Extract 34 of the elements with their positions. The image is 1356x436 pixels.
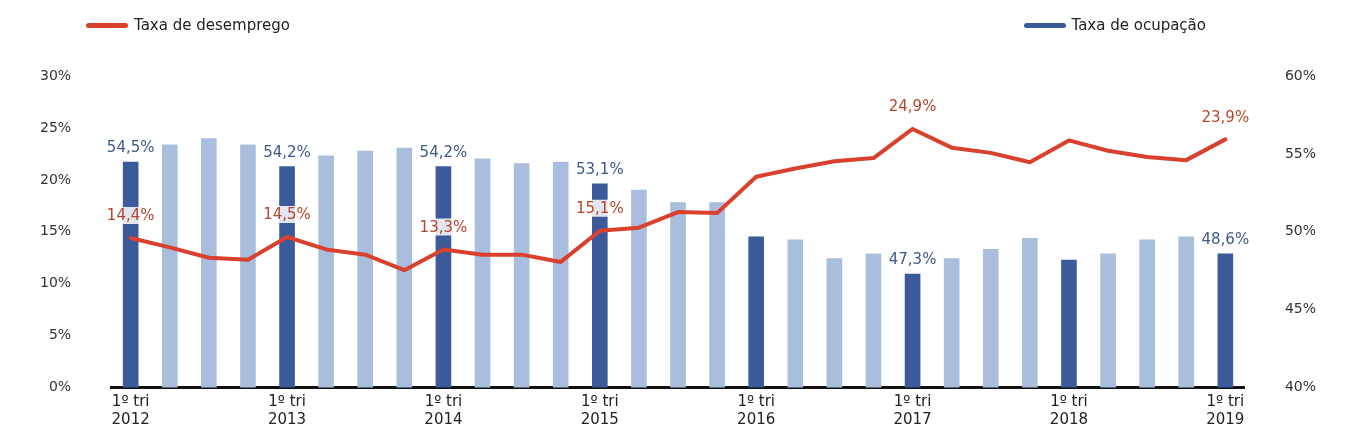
data-label: 14,4% [106,206,155,225]
y-tick-label: 5% [48,326,72,343]
x-tick-label: 1º tri 2014 [424,392,463,429]
x-tick-label: 1º tri 2012 [111,392,150,429]
y2-tick-label: 55% [1284,144,1317,161]
data-label: 13,3% [419,217,468,236]
x-tick-label: 1º tri 2018 [1049,392,1089,429]
y-tick-label: 15% [39,222,72,239]
data-label: 23,9% [1201,107,1250,126]
legend-label: Taxa de desemprego [134,16,290,34]
data-label: 24,9% [888,97,937,116]
y2-tick-label: 50% [1284,222,1317,239]
x-tick-label: 1º tri 2015 [580,392,619,429]
y-tick-label: 30% [39,66,72,83]
data-label: 15,1% [575,199,624,218]
data-label: 54,2% [419,142,468,161]
x-tick-label: 1º tri 2017 [893,392,932,429]
data-label: 54,5% [106,138,155,157]
legend-label: Taxa de ocupação [1071,16,1206,34]
x-tick-label: 1º tri 2019 [1206,392,1245,429]
y2-tick-label: 60% [1284,66,1317,83]
y-tick-label: 10% [39,274,72,291]
data-label: 14,5% [263,205,311,224]
data-label: 54,2% [263,142,311,161]
data-label: 53,1% [575,159,624,178]
x-tick-label: 1º tri 2016 [737,392,776,429]
data-label: 48,6% [1201,230,1250,248]
x-tick-label: 1º tri 2013 [267,392,307,429]
data-label: 47,3% [888,250,937,269]
y-tick-label: 20% [39,170,72,187]
y-tick-label: 25% [39,118,72,135]
y2-tick-label: 40% [1284,378,1317,395]
y-tick-label: 0% [48,378,72,395]
y2-tick-label: 45% [1284,300,1317,317]
